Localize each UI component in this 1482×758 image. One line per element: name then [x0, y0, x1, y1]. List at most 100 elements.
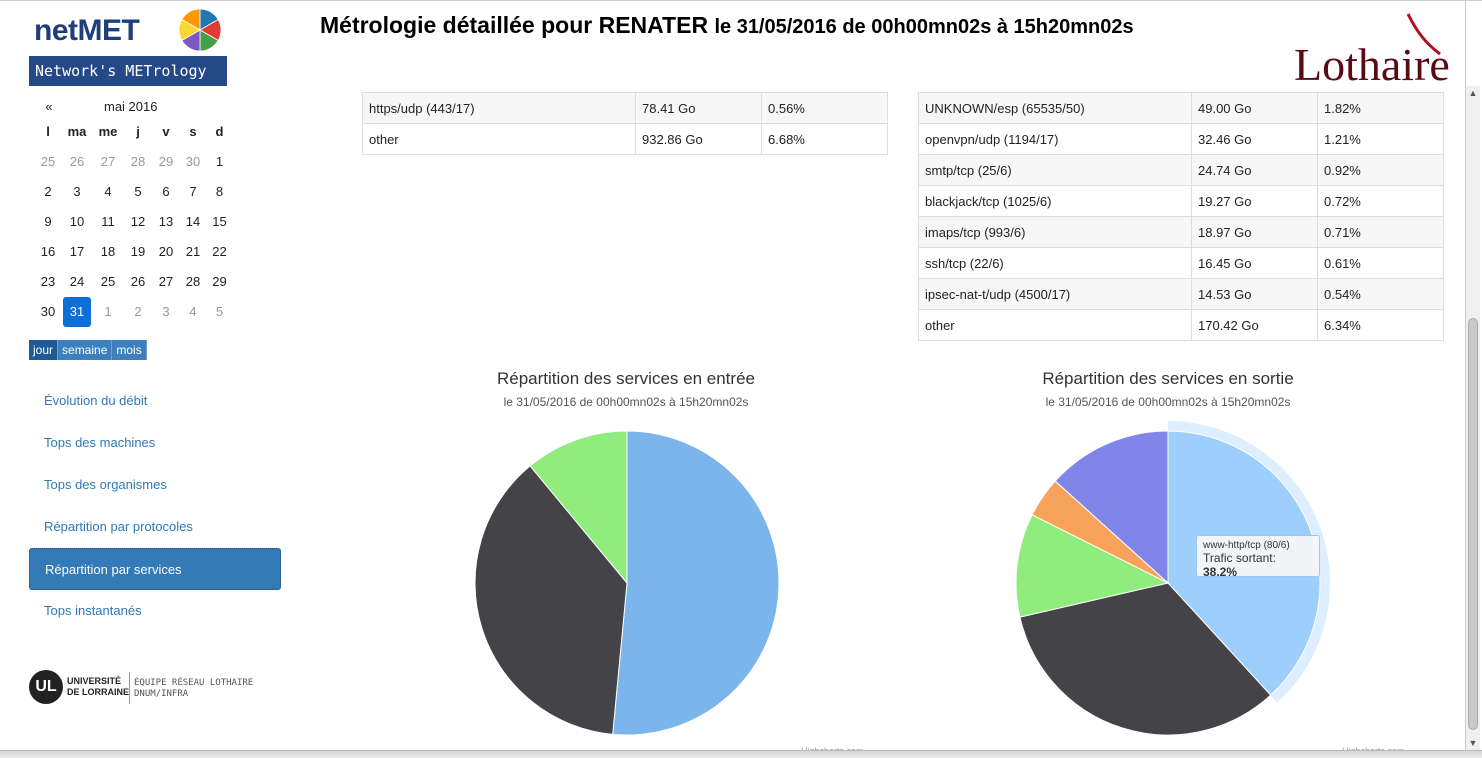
- percent-cell: 0.72%: [1317, 185, 1444, 217]
- table-row: other 170.42 Go 6.34%: [918, 309, 1444, 341]
- scroll-up-arrow-icon[interactable]: ▲: [1468, 88, 1478, 98]
- calendar-day[interactable]: 27: [158, 274, 174, 289]
- pie-slice[interactable]: [474, 465, 628, 735]
- table-row: https/udp (443/17) 78.41 Go 0.56%: [362, 92, 888, 124]
- calendar-day[interactable]: 4: [104, 184, 112, 199]
- calendar-day[interactable]: 24: [69, 274, 85, 289]
- chart-out-subtitle: le 31/05/2016 de 00h00mn02s à 15h20mn02s: [1045, 395, 1291, 409]
- pie-slice[interactable]: [1019, 582, 1272, 736]
- table-row: UNKNOWN/esp (65535/50) 49.00 Go 1.82%: [918, 92, 1444, 124]
- service-cell: UNKNOWN/esp (65535/50): [918, 92, 1192, 124]
- calendar-header: « mai 2016: [34, 95, 236, 117]
- volume-cell: 32.46 Go: [1191, 123, 1318, 155]
- calendar-day[interactable]: 6: [162, 184, 170, 199]
- calendar-day[interactable]: 29: [158, 154, 174, 169]
- sidebar-nav-item[interactable]: Répartition par protocoles: [44, 519, 193, 534]
- calendar-day[interactable]: 5: [215, 304, 224, 319]
- calendar-day-selected[interactable]: 31: [63, 297, 91, 327]
- calendar-day[interactable]: 2: [44, 184, 52, 199]
- calendar-day[interactable]: 15: [212, 214, 227, 229]
- table-row: smtp/tcp (25/6) 24.74 Go 0.92%: [918, 154, 1444, 186]
- calendar-day[interactable]: 22: [212, 244, 227, 259]
- calendar-day[interactable]: 9: [44, 214, 52, 229]
- calendar-day[interactable]: 28: [185, 274, 201, 289]
- calendar-day[interactable]: 25: [100, 274, 116, 289]
- calendar-day[interactable]: 3: [73, 184, 81, 199]
- sidebar-nav-item[interactable]: Tops des machines: [44, 435, 156, 450]
- sidebar-nav-item[interactable]: Tops instantanés: [44, 603, 142, 618]
- calendar-day[interactable]: 18: [100, 244, 116, 259]
- volume-cell: 78.41 Go: [635, 92, 762, 124]
- calendar-day[interactable]: 25: [40, 154, 56, 169]
- pie-slice[interactable]: [612, 430, 780, 736]
- calendar-prev-month-button[interactable]: «: [45, 98, 53, 114]
- calendar-day[interactable]: 13: [158, 214, 174, 229]
- calendar-day[interactable]: 29: [212, 274, 227, 289]
- page-title-period: le 31/05/2016 de 00h00mn02s à 15h20mn02s: [714, 16, 1134, 38]
- table-row: ssh/tcp (22/6) 16.45 Go 0.61%: [918, 247, 1444, 279]
- pie-slice[interactable]: [1054, 430, 1169, 585]
- logo-tagline: Network's METrology: [29, 56, 227, 86]
- calendar-dow-label: j: [136, 124, 140, 139]
- calendar-day[interactable]: 7: [189, 184, 197, 199]
- volume-cell: 19.27 Go: [1191, 185, 1318, 217]
- calendar-day[interactable]: 16: [40, 244, 56, 259]
- calendar-day[interactable]: 10: [69, 214, 85, 229]
- table-row: blackjack/tcp (1025/6) 19.27 Go 0.72%: [918, 185, 1444, 217]
- calendar-day[interactable]: 20: [158, 244, 174, 259]
- view-tab-semaine[interactable]: semaine: [58, 340, 113, 360]
- sidebar-nav-item[interactable]: Répartition par services: [29, 548, 281, 590]
- view-tab-mois[interactable]: mois: [112, 340, 147, 360]
- page-title: Métrologie détaillée pour RENATER le 31/…: [320, 12, 1134, 39]
- pie-slice[interactable]: [529, 430, 628, 585]
- calendar-day[interactable]: 30: [185, 154, 201, 169]
- calendar-day[interactable]: 12: [130, 214, 146, 229]
- calendar-day[interactable]: 1: [104, 304, 112, 319]
- sidebar-nav-item[interactable]: Évolution du débit: [44, 393, 148, 408]
- netmet-logo[interactable]: netMET Network's METrology: [29, 8, 227, 86]
- calendar-day[interactable]: 28: [130, 154, 146, 169]
- percent-cell: 0.92%: [1317, 154, 1444, 186]
- tooltip-value: 38.2%: [1203, 565, 1238, 579]
- calendar-day[interactable]: 30: [40, 304, 56, 319]
- calendar-day[interactable]: 2: [134, 304, 142, 319]
- table-row: ipsec-nat-t/udp (4500/17) 14.53 Go 0.54%: [918, 278, 1444, 310]
- calendar-day[interactable]: 5: [134, 184, 142, 199]
- calendar-day[interactable]: 19: [130, 244, 146, 259]
- calendar-day[interactable]: 1: [215, 154, 224, 169]
- calendar-day[interactable]: 8: [215, 184, 224, 199]
- table-row: other 932.86 Go 6.68%: [362, 123, 888, 155]
- top-border: [0, 0, 1482, 1]
- percent-cell: 6.34%: [1317, 309, 1444, 341]
- sidebar-nav-item[interactable]: Tops des organismes: [44, 477, 167, 492]
- calendar-day[interactable]: 26: [69, 154, 85, 169]
- calendar-day[interactable]: 26: [130, 274, 146, 289]
- calendar-day[interactable]: 23: [40, 274, 56, 289]
- lothaire-swoosh-icon: [1406, 13, 1441, 56]
- ul-team-line1: ÉQUIPE RÉSEAU LOTHAIRE: [134, 678, 254, 688]
- percent-cell: 0.56%: [761, 92, 888, 124]
- ul-team-name: ÉQUIPE RÉSEAU LOTHAIRE DNUM/INFRA: [134, 678, 253, 700]
- volume-cell: 16.45 Go: [1191, 247, 1318, 279]
- calendar-day[interactable]: 27: [100, 154, 116, 169]
- table-row: imaps/tcp (993/6) 18.97 Go 0.71%: [918, 216, 1444, 248]
- calendar-dow-label: v: [162, 124, 170, 139]
- pie-slice[interactable]: [1015, 514, 1170, 618]
- scrollbar-thumb[interactable]: [1468, 318, 1478, 730]
- calendar-day[interactable]: 17: [69, 244, 85, 259]
- calendar-day[interactable]: 3: [162, 304, 170, 319]
- view-tab-jour[interactable]: jour: [29, 340, 59, 360]
- calendar-day[interactable]: 11: [101, 214, 115, 229]
- vertical-scrollbar[interactable]: ▲ ▼: [1466, 86, 1480, 750]
- chart-out-pie: [1015, 421, 1330, 736]
- chart-out-tooltip: www-http/tcp (80/6) Trafic sortant: 38.2…: [1196, 535, 1320, 579]
- chart-in-pie: [474, 430, 780, 736]
- scroll-down-arrow-icon[interactable]: ▼: [1468, 738, 1478, 748]
- percent-cell: 1.82%: [1317, 92, 1444, 124]
- calendar-dow-label: l: [46, 124, 50, 139]
- calendar-day[interactable]: 4: [189, 304, 197, 319]
- tooltip-service-name: www-http/tcp (80/6): [1203, 540, 1290, 551]
- calendar-day[interactable]: 14: [185, 214, 201, 229]
- calendar-day[interactable]: 21: [185, 244, 201, 259]
